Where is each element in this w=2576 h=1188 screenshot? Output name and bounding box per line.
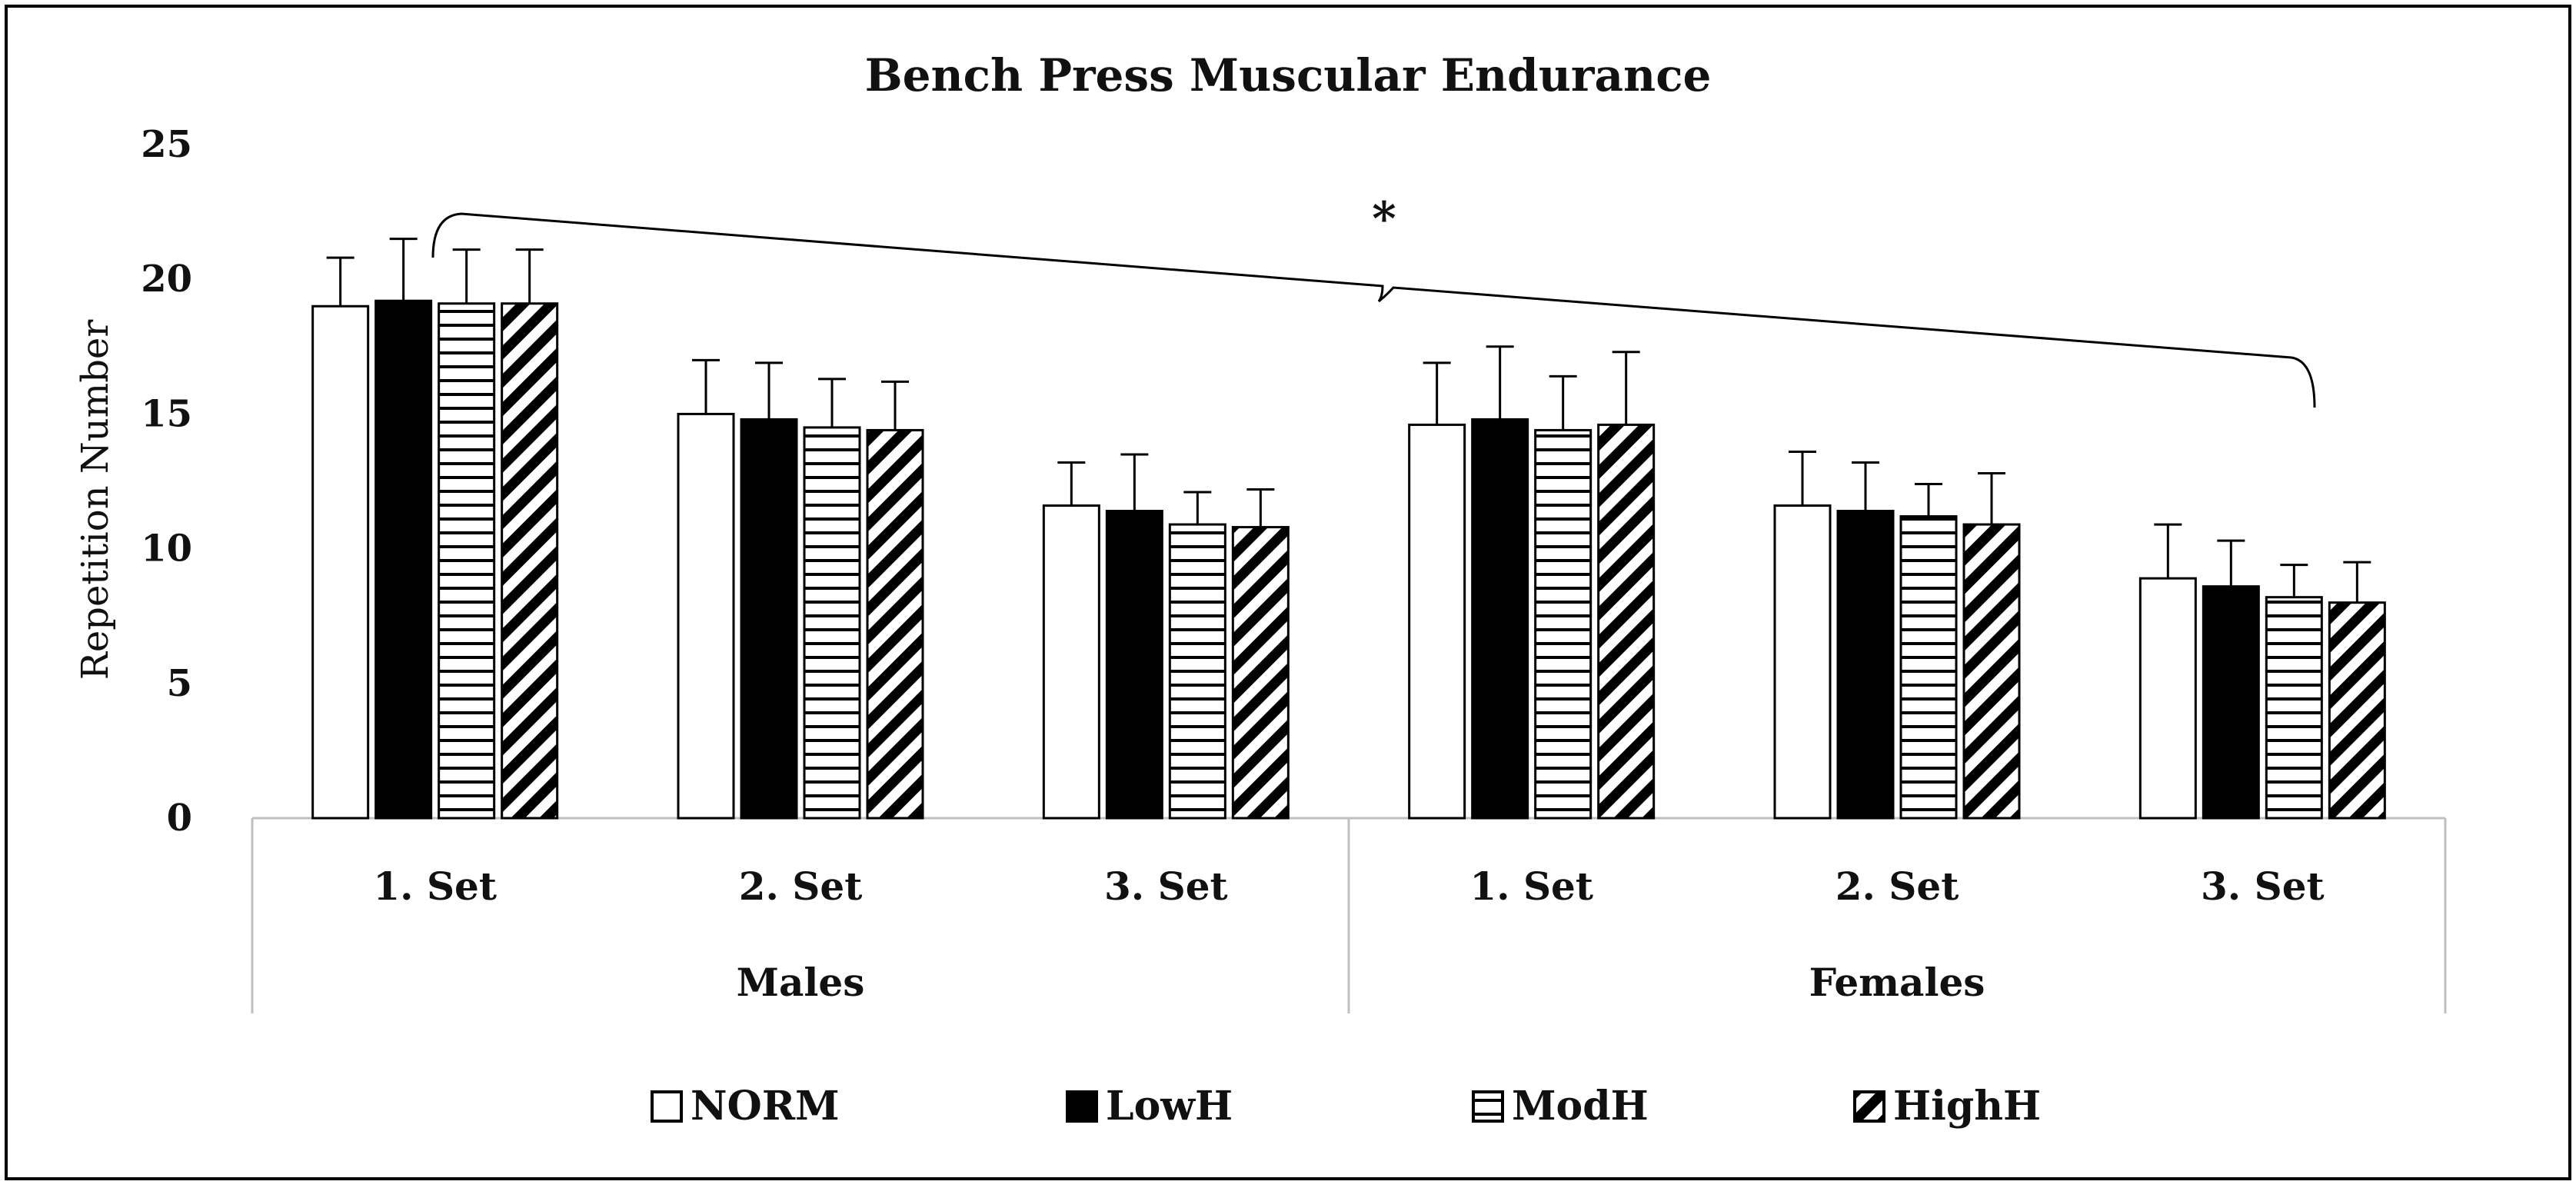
legend-item: NORM	[651, 1083, 840, 1130]
bar-marks	[311, 238, 2386, 820]
y-tick-label: 25	[141, 123, 192, 166]
legend-item: HighH	[1853, 1083, 2041, 1130]
bar-group	[2265, 564, 2323, 820]
bar-highh	[1597, 423, 1656, 820]
bar-group	[1105, 453, 1163, 820]
bar-highh	[1962, 523, 2021, 820]
bar-group	[740, 361, 798, 820]
bar-highh	[1231, 526, 1290, 820]
bar-group	[2328, 561, 2386, 820]
category-axis	[251, 817, 2447, 1013]
y-tick-label: 5	[167, 662, 192, 705]
y-axis-label: Repetition Number	[74, 320, 117, 681]
legend-item: ModH	[1472, 1083, 1649, 1130]
bar-norm	[1773, 504, 1832, 820]
bar-group	[2202, 539, 2260, 820]
bar-group	[1042, 461, 1100, 820]
legend-label: NORM	[691, 1083, 840, 1130]
legend-swatch	[1066, 1090, 1098, 1123]
legend-swatch	[651, 1090, 683, 1123]
legend-swatch	[1853, 1090, 1885, 1123]
bar-lowh	[1471, 418, 1529, 820]
bar-norm	[1042, 504, 1100, 820]
bar-group	[1773, 450, 1832, 820]
y-tick-label: 20	[141, 258, 192, 301]
category-labels: 1. Set 2. Set 3. Set 1. Set 2. Set 3. Set	[373, 864, 2324, 909]
category-label: 2. Set	[739, 864, 863, 909]
category-label: 1. Set	[373, 864, 497, 909]
category-label: 2. Set	[1835, 864, 1959, 909]
bar-highh	[2328, 601, 2386, 820]
bar-group	[1836, 461, 1895, 820]
bar-group	[1231, 488, 1290, 820]
significance-brace	[431, 212, 2316, 408]
bar-norm	[1408, 423, 1466, 820]
bar-modh	[803, 426, 861, 820]
y-axis-ticks: 0 5 10 15 20 25	[141, 123, 192, 840]
legend-label: ModH	[1512, 1083, 1649, 1130]
bar-group	[311, 256, 370, 820]
bar-modh	[1899, 515, 1958, 820]
bar-group	[1597, 351, 1656, 820]
bar-group	[501, 248, 559, 820]
bar-group	[677, 358, 735, 820]
bar-lowh	[740, 418, 798, 820]
bar-group	[866, 380, 924, 820]
bar-group	[1471, 345, 1529, 820]
bar-group	[1962, 471, 2021, 820]
bar-modh	[1534, 428, 1593, 820]
bar-lowh	[1105, 510, 1163, 820]
group-labels: Males Females	[737, 960, 1985, 1005]
bar-group	[1899, 483, 1958, 820]
bar-group	[2138, 523, 2197, 820]
category-label: 1. Set	[1469, 864, 1593, 909]
legend-label: HighH	[1893, 1083, 2041, 1130]
chart-title: Bench Press Muscular Endurance	[865, 49, 1712, 101]
bar-norm	[677, 412, 735, 820]
bar-modh	[438, 302, 496, 820]
bar-norm	[2138, 577, 2197, 820]
group-label: Females	[1809, 960, 1985, 1005]
bar-highh	[501, 302, 559, 820]
legend-swatch	[1472, 1090, 1504, 1123]
significance-asterisk: *	[1372, 192, 1396, 246]
legend-label: LowH	[1106, 1083, 1233, 1130]
bar-group	[803, 378, 861, 820]
category-label: 3. Set	[1104, 864, 1228, 909]
bar-group	[1168, 491, 1226, 820]
y-tick-label: 10	[141, 527, 192, 571]
category-label: 3. Set	[2201, 864, 2325, 909]
bar-modh	[1168, 523, 1226, 820]
group-label: Males	[737, 960, 865, 1005]
legend: NORM LowH ModH HighH	[651, 1083, 2041, 1130]
y-tick-label: 0	[167, 797, 192, 840]
bar-norm	[311, 304, 370, 820]
bar-group	[1408, 361, 1466, 820]
bar-group	[438, 248, 496, 820]
y-tick-label: 15	[141, 392, 192, 435]
bar-modh	[2265, 596, 2323, 820]
bar-highh	[866, 428, 924, 820]
bar-lowh	[374, 299, 433, 820]
bar-lowh	[1836, 510, 1895, 820]
legend-item: LowH	[1066, 1083, 1233, 1130]
bar-lowh	[2202, 585, 2260, 820]
bar-group	[1534, 374, 1593, 820]
bar-group	[374, 238, 433, 820]
